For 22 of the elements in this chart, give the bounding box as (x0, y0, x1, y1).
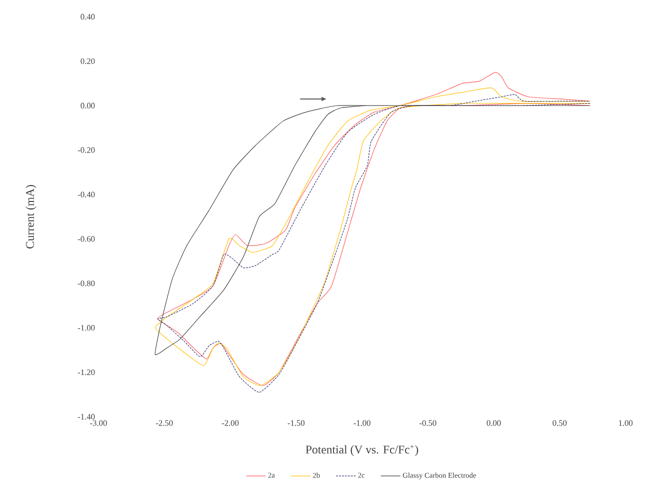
y-tick-label: -0.40 (78, 192, 95, 198)
x-tick-label: -2.50 (156, 420, 173, 426)
y-tick-label: -1.00 (78, 324, 95, 331)
x-axis-title: Potential (V vs. Fc/Fc$^{+}$) (306, 444, 418, 456)
x-tick-label: -2.00 (222, 420, 239, 426)
y-tick-label: -0.20 (78, 147, 95, 153)
y-tick-label: -0.80 (78, 280, 95, 286)
y-tick-label: 0.20 (80, 58, 95, 64)
x-tick-label: 0.50 (552, 420, 567, 426)
x-tick-label: -3.00 (90, 420, 107, 426)
line-series (154, 105, 590, 355)
x-tick-label: 1.00 (618, 420, 633, 426)
y-axis-title: Current (mA) (26, 184, 36, 248)
y-tick-label: 0.00 (80, 102, 95, 108)
x-tick-label: 0.00 (486, 420, 501, 426)
x-tick-label: -1.00 (354, 420, 370, 426)
x-tick-label: -1.50 (288, 420, 304, 426)
y-tick-label: -1.20 (78, 369, 95, 376)
y-tick-label: -0.60 (78, 236, 95, 242)
x-tick-label: -0.50 (420, 420, 436, 426)
y-tick-label: -1.40 (78, 414, 95, 420)
y-tick-label: 0.40 (80, 14, 95, 20)
